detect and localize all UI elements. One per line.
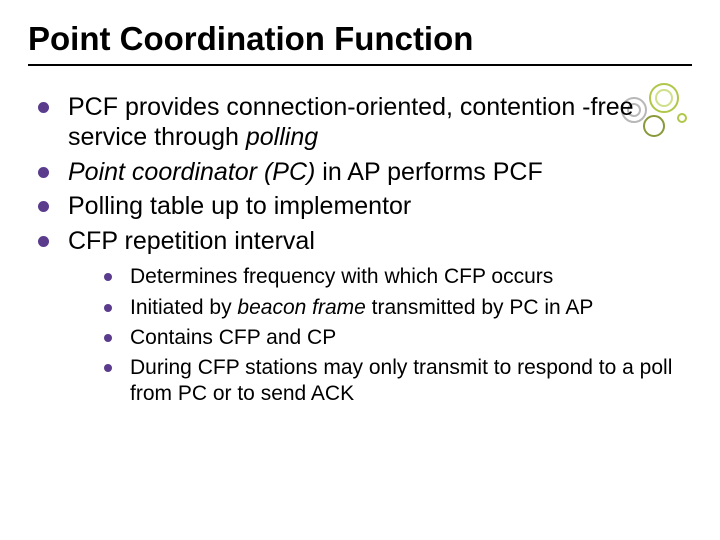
list-item: During CFP stations may only transmit to… <box>104 355 686 408</box>
page-title: Point Coordination Function <box>28 20 692 58</box>
bullet-text: Polling table up to implementor <box>68 192 411 220</box>
bullet-text-emph: Point coordinator (PC) <box>68 158 315 186</box>
list-item: Point coordinator (PC) in AP performs PC… <box>38 157 686 188</box>
bullet-text: in AP performs PCF <box>315 158 542 186</box>
list-item: Contains CFP and CP <box>104 325 686 351</box>
list-item: Polling table up to implementor <box>38 191 686 222</box>
bullet-text: CFP repetition interval <box>68 227 315 255</box>
bullet-text: PCF provides connection-oriented, conten… <box>68 93 634 152</box>
list-item: Determines frequency with which CFP occu… <box>104 264 686 290</box>
bullet-text: Determines frequency with which CFP occu… <box>130 265 553 288</box>
bullet-text: Contains CFP and CP <box>130 326 336 349</box>
bullet-text: During CFP stations may only transmit to… <box>130 356 672 405</box>
title-underline <box>28 64 692 66</box>
sub-bullet-list: Determines frequency with which CFP occu… <box>68 264 686 407</box>
bullet-text: Initiated by <box>130 296 237 319</box>
bullet-text-emph: beacon frame <box>237 296 365 319</box>
list-item: PCF provides connection-oriented, conten… <box>38 92 686 153</box>
slide: Point Coordination Function PCF provides… <box>0 0 720 540</box>
bullet-list: PCF provides connection-oriented, conten… <box>28 92 692 408</box>
bullet-text-emph: polling <box>246 123 318 151</box>
list-item: Initiated by beacon frame transmitted by… <box>104 295 686 321</box>
list-item: CFP repetition interval Determines frequ… <box>38 226 686 408</box>
bullet-text: transmitted by PC in AP <box>366 296 594 319</box>
